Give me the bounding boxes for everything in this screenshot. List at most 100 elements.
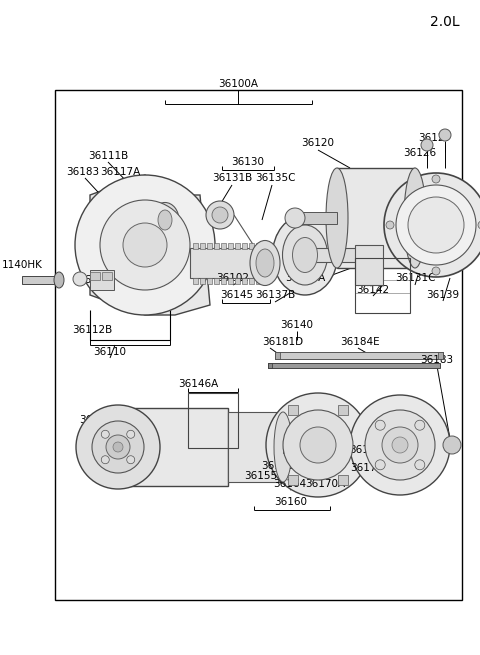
Bar	[102, 272, 112, 280]
Bar	[188, 393, 238, 448]
Text: 2.0L: 2.0L	[430, 15, 460, 29]
Text: 36120: 36120	[301, 138, 335, 148]
Bar	[55, 90, 462, 600]
Bar	[90, 270, 114, 290]
Circle shape	[101, 456, 109, 464]
Circle shape	[300, 427, 336, 463]
Text: 36184E: 36184E	[340, 337, 380, 347]
Circle shape	[382, 427, 418, 463]
Circle shape	[73, 272, 87, 286]
Bar	[283, 441, 313, 453]
Circle shape	[206, 201, 234, 229]
Circle shape	[408, 197, 464, 253]
Text: 36150: 36150	[80, 415, 112, 425]
Circle shape	[439, 129, 451, 141]
Circle shape	[212, 207, 228, 223]
Circle shape	[386, 221, 394, 229]
Circle shape	[392, 437, 408, 453]
Text: 36140: 36140	[280, 320, 313, 330]
Bar	[355, 258, 410, 313]
Text: 36160: 36160	[275, 497, 308, 507]
Polygon shape	[90, 175, 210, 315]
Bar	[235, 243, 240, 249]
Text: 36145: 36145	[220, 290, 253, 300]
Text: 36170A: 36170A	[305, 479, 345, 489]
Text: 36142: 36142	[357, 285, 390, 295]
Circle shape	[375, 421, 385, 430]
Text: 36183: 36183	[420, 355, 454, 365]
Bar	[193, 278, 198, 284]
Bar	[214, 278, 219, 284]
Ellipse shape	[404, 168, 426, 268]
Bar	[438, 352, 443, 359]
Text: 36137B: 36137B	[255, 290, 295, 300]
Circle shape	[415, 421, 425, 430]
Text: 36126: 36126	[403, 148, 437, 158]
Bar	[207, 278, 212, 284]
Bar	[256, 243, 261, 249]
Bar	[355, 245, 383, 285]
Text: 36182: 36182	[349, 445, 383, 455]
Text: 36143A: 36143A	[285, 273, 325, 283]
Circle shape	[443, 436, 461, 454]
Circle shape	[415, 460, 425, 470]
Bar	[275, 352, 280, 359]
Bar	[249, 243, 254, 249]
Text: 36131B: 36131B	[212, 173, 252, 183]
Bar	[242, 278, 247, 284]
Bar	[288, 405, 298, 415]
Bar	[249, 278, 254, 284]
Text: 36162: 36162	[262, 461, 295, 471]
Ellipse shape	[158, 210, 172, 230]
Text: 36170: 36170	[350, 463, 384, 473]
Ellipse shape	[151, 202, 179, 238]
Text: 36117A: 36117A	[100, 167, 140, 177]
Text: 36155: 36155	[244, 471, 277, 481]
Bar	[338, 475, 348, 485]
Bar	[288, 475, 298, 485]
Bar	[256, 278, 261, 284]
Bar	[200, 243, 205, 249]
Ellipse shape	[292, 238, 317, 272]
Text: 1140HK: 1140HK	[1, 260, 42, 270]
Circle shape	[350, 395, 450, 495]
Circle shape	[101, 430, 109, 438]
Ellipse shape	[256, 249, 274, 277]
Bar	[200, 278, 205, 284]
Ellipse shape	[326, 168, 348, 268]
Circle shape	[92, 421, 144, 473]
Text: 36135C: 36135C	[255, 173, 295, 183]
Circle shape	[100, 200, 190, 290]
Bar	[235, 278, 240, 284]
Circle shape	[106, 435, 130, 459]
Bar	[228, 278, 233, 284]
Circle shape	[421, 139, 433, 151]
Ellipse shape	[54, 272, 64, 288]
Circle shape	[75, 175, 215, 315]
Bar	[275, 352, 443, 359]
Circle shape	[76, 405, 160, 489]
Bar	[295, 212, 337, 224]
Circle shape	[266, 393, 370, 497]
Circle shape	[384, 173, 480, 277]
Text: 36146A: 36146A	[178, 379, 218, 389]
Ellipse shape	[273, 215, 337, 295]
Bar	[305, 248, 360, 262]
Ellipse shape	[250, 240, 280, 286]
Bar	[268, 363, 440, 368]
Text: 36130: 36130	[231, 157, 264, 167]
Circle shape	[396, 185, 476, 265]
Bar	[118, 408, 228, 486]
Circle shape	[375, 460, 385, 470]
Text: 36131C: 36131C	[395, 273, 435, 283]
Text: 36164: 36164	[274, 479, 307, 489]
Bar	[337, 168, 415, 268]
Circle shape	[283, 410, 353, 480]
Text: 36110: 36110	[94, 347, 127, 357]
Text: 36181D: 36181D	[263, 337, 303, 347]
Circle shape	[127, 430, 135, 438]
Text: 36139: 36139	[426, 290, 459, 300]
Circle shape	[478, 221, 480, 229]
Bar	[228, 243, 233, 249]
Text: 36102: 36102	[216, 273, 250, 283]
